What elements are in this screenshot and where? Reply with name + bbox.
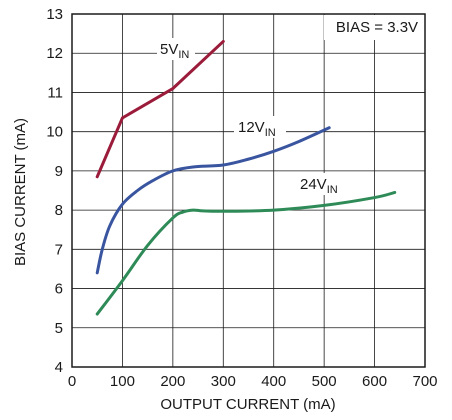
x-tick-label: 0	[68, 373, 76, 390]
axis-ticks: 0 100 200 300 400 500 600 700 4 5 6 7 8 9 10 11 12 13	[46, 6, 437, 390]
chart-grid	[72, 14, 425, 367]
series-labels: 5VIN 12VIN 24VIN	[157, 38, 348, 196]
series-24vin-label-background	[296, 173, 348, 195]
series-12vin-label: 12VIN	[238, 119, 276, 139]
bias-annotation: BIAS = 3.3V	[336, 19, 418, 36]
y-tick-label: 8	[55, 202, 63, 219]
annotation-background	[324, 15, 424, 40]
x-tick-label: 700	[412, 373, 437, 390]
y-tick-label: 13	[46, 6, 63, 23]
x-tick-label: 500	[312, 373, 337, 390]
y-tick-label: 4	[55, 359, 63, 376]
x-tick-label: 600	[362, 373, 387, 390]
y-tick-label: 10	[46, 124, 63, 141]
y-tick-label: 5	[55, 320, 63, 337]
series-5vin-label: 5VIN	[160, 41, 189, 61]
chart-series	[95, 39, 397, 316]
x-tick-label: 300	[211, 373, 236, 390]
plot-frame	[71, 13, 426, 368]
y-tick-label: 9	[55, 163, 63, 180]
series-12vin-label-background	[234, 116, 286, 138]
y-tick-label: 11	[47, 84, 63, 101]
series-24vin-label: 24VIN	[300, 176, 338, 196]
y-tick-label: 12	[46, 45, 63, 62]
x-tick-label: 400	[261, 373, 286, 390]
y-tick-label: 6	[55, 281, 63, 298]
x-tick-label: 100	[110, 373, 135, 390]
series-5vin-label-background	[157, 38, 195, 60]
series-5vin-line	[95, 39, 225, 179]
y-axis-title: BIAS CURRENT (mA)	[12, 118, 29, 266]
x-tick-label: 200	[160, 373, 185, 390]
series-24vin-line	[95, 190, 397, 316]
x-axis-title: OUTPUT CURRENT (mA)	[160, 396, 335, 413]
series-12vin-line	[95, 126, 331, 275]
y-tick-label: 7	[55, 241, 63, 258]
